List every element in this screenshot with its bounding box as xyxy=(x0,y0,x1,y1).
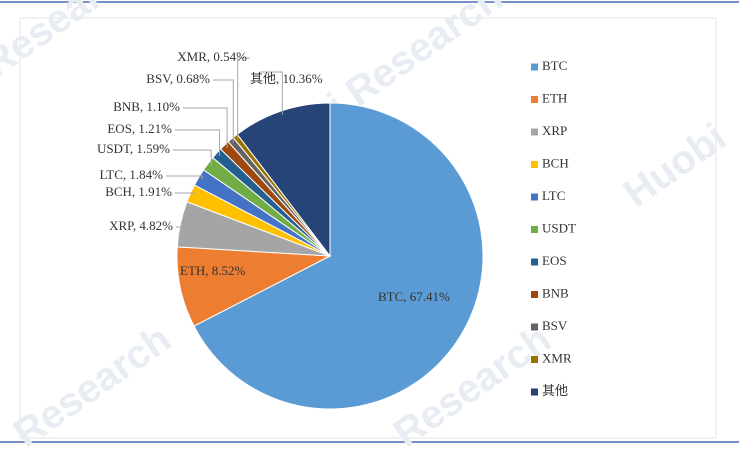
legend-swatch xyxy=(531,356,538,363)
legend-swatch xyxy=(531,323,538,331)
leader-line xyxy=(175,192,195,195)
data-label: BNB, 1.10% xyxy=(113,99,180,114)
leader-line xyxy=(213,79,234,143)
data-label: EOS, 1.21% xyxy=(107,121,172,136)
data-label: BTC, 67.41% xyxy=(378,289,450,304)
legend-label: EOS xyxy=(542,253,567,268)
legend-label: USDT xyxy=(542,220,576,235)
legend-label: 其他 xyxy=(542,383,568,398)
watermark: Research xyxy=(6,317,179,453)
data-label: XRP, 4.82% xyxy=(109,218,173,233)
watermark: Research xyxy=(0,0,149,86)
data-label: ETH, 8.52% xyxy=(180,263,246,278)
legend-swatch xyxy=(531,161,538,168)
legend-swatch xyxy=(531,193,538,201)
legend-label: LTC xyxy=(542,188,565,203)
legend-swatch xyxy=(531,291,538,298)
data-labels: BTC, 67.41% ETH, 8.52% XRP, 4.82% BCH, 1.91… xyxy=(97,49,450,304)
data-label: USDT, 1.59% xyxy=(97,141,170,156)
pie xyxy=(176,102,484,410)
leader-line xyxy=(176,224,185,228)
legend-swatch xyxy=(531,63,538,71)
data-label: BCH, 1.91% xyxy=(105,184,172,199)
legend-label: XRP xyxy=(542,123,567,138)
legend-swatch xyxy=(531,226,538,233)
pie-slice xyxy=(236,102,331,258)
data-label: BSV, 0.68% xyxy=(146,71,210,86)
leader-line xyxy=(183,107,228,149)
leader-line xyxy=(260,71,283,115)
legend-label: BSV xyxy=(542,318,568,333)
chart-frame xyxy=(19,17,717,439)
data-label: 其他, 10.36% xyxy=(250,71,323,86)
legend-swatch xyxy=(531,258,538,266)
pie-slice xyxy=(193,102,484,410)
data-label: LTC, 1.84% xyxy=(100,167,164,182)
leader-line xyxy=(237,57,250,140)
legend-label: XMR xyxy=(542,350,572,365)
legend-swatch xyxy=(531,128,538,136)
leader-line xyxy=(175,129,221,156)
data-label: XMR, 0.54% xyxy=(177,49,247,64)
legend-label: BTC xyxy=(542,58,567,73)
legend-label: BCH xyxy=(542,155,569,170)
legend-swatch xyxy=(531,96,538,103)
leader-line xyxy=(173,149,212,167)
legend-label: ETH xyxy=(542,90,567,105)
legend-label: BNB xyxy=(542,285,569,300)
leader-line xyxy=(166,175,203,180)
legend: BTC ETH XRP BCH LTC USDT EOS BNB BSV XMR 其他 xyxy=(531,58,576,398)
legend-swatch xyxy=(531,388,538,396)
